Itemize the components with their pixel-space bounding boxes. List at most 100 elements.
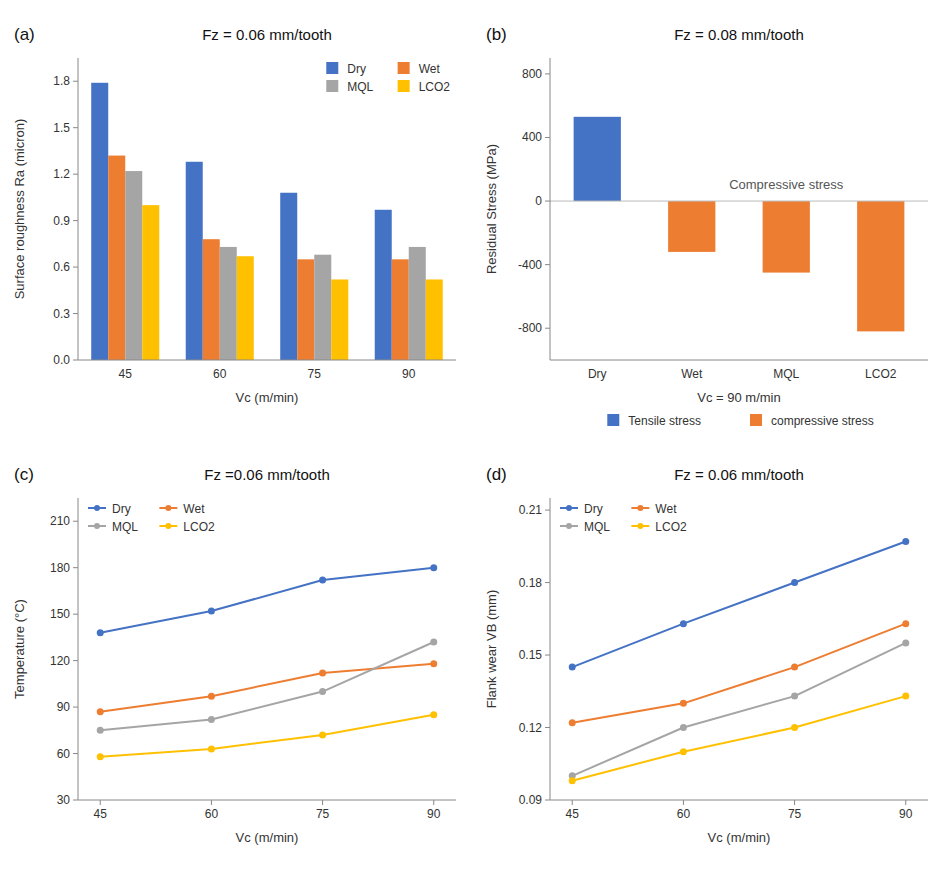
x-tick bbox=[683, 800, 684, 805]
line bbox=[100, 642, 434, 730]
point bbox=[791, 693, 798, 700]
legend-item: Tensile stress bbox=[607, 414, 701, 428]
legend-item: MQL bbox=[88, 520, 138, 534]
legend: DryWetMQLLCO2 bbox=[326, 62, 450, 94]
y-tick bbox=[73, 800, 78, 801]
y-tick-label: 0.3 bbox=[53, 307, 70, 321]
x-axis-line bbox=[550, 800, 928, 801]
y-tick-label: 60 bbox=[57, 747, 71, 761]
y-tick-label: 90 bbox=[57, 700, 71, 714]
background bbox=[0, 0, 944, 880]
point bbox=[791, 664, 798, 671]
line bbox=[572, 696, 906, 781]
y-tick-label: 0.18 bbox=[519, 576, 543, 590]
bar bbox=[574, 117, 621, 201]
panel: (c)Fz =0.06 mm/toothTemperature (°C)Vc (… bbox=[12, 465, 456, 845]
point bbox=[680, 700, 687, 707]
legend-marker bbox=[165, 523, 171, 529]
point bbox=[569, 664, 576, 671]
x-tick-label: 60 bbox=[677, 807, 691, 821]
bar bbox=[220, 247, 237, 360]
title: Fz =0.06 mm/tooth bbox=[204, 466, 329, 483]
y-tick bbox=[545, 73, 550, 74]
bar bbox=[108, 156, 125, 360]
x-tick-label: MQL bbox=[773, 367, 799, 381]
x-tick bbox=[572, 800, 573, 805]
legend-label: Dry bbox=[112, 502, 131, 516]
point bbox=[97, 629, 104, 636]
y-tick-label: 150 bbox=[50, 607, 70, 621]
panel-label: (c) bbox=[14, 465, 34, 484]
point bbox=[208, 693, 215, 700]
y-axis-line bbox=[550, 498, 551, 800]
y-tick-label: 0.12 bbox=[519, 721, 543, 735]
bar bbox=[375, 210, 392, 360]
y-axis-label: Residual Stress (MPa) bbox=[484, 144, 499, 274]
legend-item: Dry bbox=[326, 62, 366, 76]
legend-label: MQL bbox=[112, 520, 138, 534]
point bbox=[680, 724, 687, 731]
legend-marker bbox=[94, 505, 100, 511]
x-tick bbox=[100, 800, 101, 805]
point bbox=[902, 620, 909, 627]
point bbox=[208, 608, 215, 615]
bar bbox=[331, 279, 348, 360]
x-tick-label: 45 bbox=[94, 807, 108, 821]
line bbox=[572, 541, 906, 667]
legend-label: Dry bbox=[347, 62, 366, 76]
y-axis-label: Temperature (°C) bbox=[12, 599, 27, 699]
y-tick bbox=[545, 800, 550, 801]
legend-label: compressive stress bbox=[771, 414, 874, 428]
x-axis-line bbox=[78, 360, 456, 361]
bar bbox=[186, 162, 203, 360]
bar bbox=[392, 259, 409, 360]
x-axis-line bbox=[78, 800, 456, 801]
point bbox=[430, 564, 437, 571]
x-tick-label: 45 bbox=[566, 807, 580, 821]
legend-item: LCO2 bbox=[631, 520, 687, 534]
legend-item: compressive stress bbox=[750, 414, 874, 428]
point bbox=[97, 753, 104, 760]
title: Fz = 0.06 mm/tooth bbox=[202, 26, 332, 43]
bar bbox=[314, 255, 331, 360]
y-tick bbox=[73, 567, 78, 568]
point bbox=[208, 745, 215, 752]
x-tick bbox=[322, 800, 323, 805]
panel-label: (d) bbox=[486, 465, 507, 484]
subtitle: Vc = 90 m/min bbox=[697, 390, 780, 405]
legend-label: MQL bbox=[347, 80, 373, 94]
legend-marker bbox=[566, 523, 572, 529]
legend-item: Wet bbox=[159, 502, 205, 516]
panel: (b)Fz = 0.08 mm/toothResidual Stress (MP… bbox=[484, 25, 928, 428]
bar bbox=[280, 193, 297, 360]
legend-item: Dry bbox=[560, 502, 603, 516]
y-tick bbox=[73, 753, 78, 754]
x-tick-label: 75 bbox=[316, 807, 330, 821]
x-tick-label: Dry bbox=[588, 367, 607, 381]
y-tick bbox=[73, 660, 78, 661]
y-tick bbox=[73, 521, 78, 522]
y-tick-label: -400 bbox=[518, 258, 542, 272]
bar bbox=[237, 256, 254, 360]
legend-label: MQL bbox=[584, 520, 610, 534]
x-tick-label: 75 bbox=[788, 807, 802, 821]
legend-label: Wet bbox=[183, 502, 205, 516]
legend-item: Wet bbox=[398, 62, 441, 76]
point bbox=[791, 579, 798, 586]
x-tick-label: 90 bbox=[899, 807, 913, 821]
y-tick-label: 0.09 bbox=[519, 793, 543, 807]
bar bbox=[297, 259, 314, 360]
panel: (d)Fz = 0.06 mm/toothFlank wear VB (mm)V… bbox=[484, 465, 928, 845]
y-tick-label: -800 bbox=[518, 321, 542, 335]
y-tick-label: 1.5 bbox=[53, 121, 70, 135]
x-axis-label: Vc (m/min) bbox=[708, 830, 771, 845]
legend-marker bbox=[637, 505, 643, 511]
y-axis-label: Surface roughness Ra (micron) bbox=[12, 119, 27, 300]
legend-swatch bbox=[326, 62, 338, 74]
point bbox=[791, 724, 798, 731]
y-axis-label: Flank wear VB (mm) bbox=[484, 590, 499, 708]
point bbox=[569, 719, 576, 726]
legend-marker bbox=[165, 505, 171, 511]
y-tick-label: 0 bbox=[535, 194, 542, 208]
x-tick bbox=[905, 800, 906, 805]
